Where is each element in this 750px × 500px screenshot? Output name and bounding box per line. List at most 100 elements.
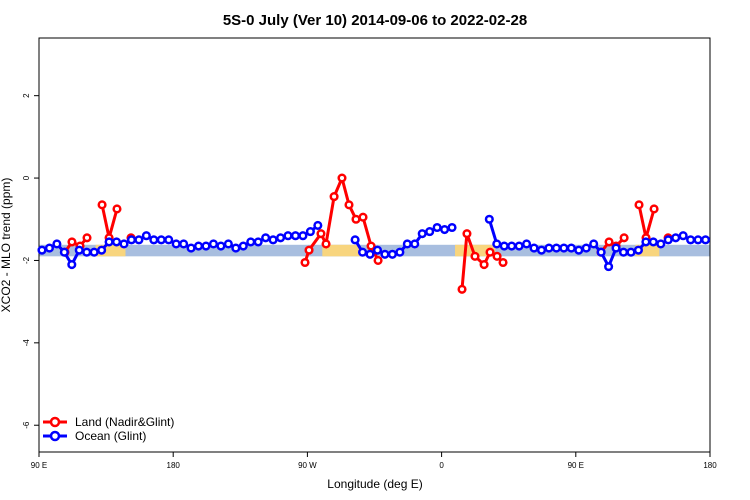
point bbox=[112, 204, 122, 214]
point bbox=[304, 245, 314, 255]
band-highlight bbox=[322, 244, 360, 257]
point bbox=[365, 249, 375, 259]
chart-title: 5S-0 July (Ver 10) 2014-09-06 to 2022-02… bbox=[223, 12, 527, 29]
point bbox=[596, 247, 606, 257]
point bbox=[231, 243, 241, 253]
point bbox=[492, 251, 502, 261]
point bbox=[179, 239, 189, 249]
point bbox=[126, 235, 136, 245]
point bbox=[141, 231, 151, 241]
point bbox=[111, 237, 122, 247]
point bbox=[551, 243, 561, 253]
point bbox=[59, 247, 69, 257]
point bbox=[238, 241, 248, 251]
point bbox=[276, 233, 286, 243]
point bbox=[589, 239, 599, 249]
point bbox=[581, 243, 591, 253]
point bbox=[350, 235, 360, 245]
point bbox=[298, 231, 308, 241]
x-tick-label: 90 W bbox=[298, 461, 317, 470]
y-tick-label: -2 bbox=[22, 256, 31, 264]
point bbox=[208, 239, 219, 249]
point bbox=[387, 249, 397, 259]
point bbox=[479, 260, 489, 270]
point bbox=[193, 241, 204, 251]
point bbox=[529, 243, 539, 253]
point bbox=[37, 245, 47, 255]
point bbox=[261, 233, 271, 243]
point bbox=[329, 192, 339, 202]
point bbox=[82, 247, 92, 257]
point bbox=[313, 220, 323, 230]
point bbox=[498, 257, 508, 268]
point bbox=[186, 243, 196, 253]
point bbox=[201, 241, 211, 251]
x-tick-label: 90 E bbox=[568, 461, 584, 470]
point bbox=[410, 239, 420, 249]
point bbox=[358, 212, 368, 222]
legend-label: Land (Nadir&Glint) bbox=[75, 415, 174, 429]
point bbox=[305, 227, 315, 237]
point bbox=[522, 239, 532, 249]
band-highlight bbox=[95, 244, 126, 257]
point bbox=[462, 229, 472, 239]
point bbox=[44, 243, 54, 253]
point bbox=[395, 247, 405, 257]
point bbox=[67, 260, 77, 270]
legend: Land (Nadir&Glint)Ocean (Glint) bbox=[43, 415, 174, 443]
point bbox=[484, 214, 494, 224]
y-tick-label: -4 bbox=[22, 339, 31, 347]
point bbox=[380, 249, 390, 259]
band-highlight bbox=[635, 244, 660, 257]
legend-marker bbox=[49, 416, 61, 428]
point bbox=[119, 239, 129, 249]
point bbox=[447, 222, 457, 233]
x-tick-label: 180 bbox=[703, 461, 717, 470]
point bbox=[626, 247, 636, 257]
point bbox=[574, 245, 584, 255]
legend-label: Ocean (Glint) bbox=[75, 429, 146, 443]
point bbox=[358, 247, 368, 257]
point bbox=[544, 243, 554, 253]
point bbox=[89, 247, 99, 257]
point bbox=[619, 233, 629, 243]
point bbox=[216, 241, 226, 251]
point bbox=[223, 239, 233, 249]
point bbox=[104, 237, 114, 247]
point bbox=[686, 235, 696, 245]
point bbox=[337, 173, 347, 183]
point bbox=[351, 214, 361, 224]
legend-marker bbox=[49, 430, 61, 442]
point bbox=[671, 233, 681, 243]
point bbox=[402, 239, 412, 249]
y-tick-label: 0 bbox=[22, 175, 31, 180]
point bbox=[321, 239, 331, 249]
band-highlight bbox=[455, 244, 496, 257]
point bbox=[514, 241, 524, 251]
point bbox=[618, 247, 629, 257]
point bbox=[134, 235, 144, 245]
point bbox=[633, 245, 643, 255]
point bbox=[253, 237, 263, 247]
point bbox=[700, 235, 711, 245]
point bbox=[372, 245, 383, 255]
point bbox=[316, 229, 326, 239]
point bbox=[373, 255, 383, 265]
plot-frame bbox=[38, 37, 711, 453]
point bbox=[246, 237, 256, 247]
point bbox=[648, 237, 658, 247]
point bbox=[604, 262, 614, 272]
point bbox=[97, 200, 107, 210]
y-axis-label: XCO2 - MLO trend (ppm) bbox=[0, 178, 13, 313]
point bbox=[693, 235, 703, 245]
point bbox=[611, 243, 621, 253]
point bbox=[559, 243, 569, 253]
point bbox=[52, 239, 62, 249]
point bbox=[149, 235, 159, 245]
point bbox=[171, 239, 181, 249]
x-tick-label: 180 bbox=[167, 461, 181, 470]
point bbox=[67, 237, 77, 247]
point bbox=[366, 241, 376, 251]
